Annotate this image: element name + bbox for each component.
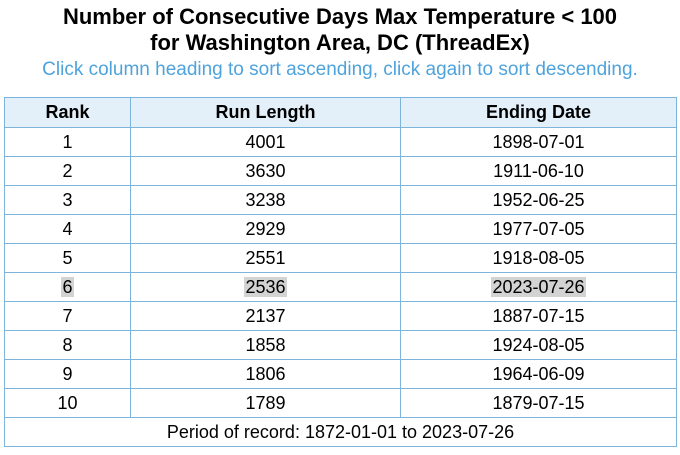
table-row: 5 2551 1918-08-05 <box>4 243 677 273</box>
rank-cell: 3 <box>4 185 131 215</box>
run-length-cell: 4001 <box>130 127 401 157</box>
column-header-run-length[interactable]: Run Length <box>130 97 401 128</box>
period-of-record: Period of record: 1872-01-01 to 2023-07-… <box>4 417 677 447</box>
ending-date-cell: 1887-07-15 <box>400 301 677 331</box>
table-row: 1 4001 1898-07-01 <box>4 127 677 157</box>
ending-date-cell: 1964-06-09 <box>400 359 677 389</box>
column-header-rank[interactable]: Rank <box>4 97 131 128</box>
highlighted-rank: 6 <box>61 277 74 297</box>
table-row: 8 1858 1924-08-05 <box>4 330 677 360</box>
run-length-cell: 2929 <box>130 214 401 244</box>
highlighted-ending-date: 2023-07-26 <box>491 277 586 297</box>
run-length-cell: 2536 <box>130 272 401 302</box>
run-length-cell: 1806 <box>130 359 401 389</box>
run-length-cell: 2551 <box>130 243 401 273</box>
table-row-highlighted: 6 2536 2023-07-26 <box>4 272 677 302</box>
run-length-cell: 1858 <box>130 330 401 360</box>
table-row: 7 2137 1887-07-15 <box>4 301 677 331</box>
ending-date-cell: 2023-07-26 <box>400 272 677 302</box>
run-length-cell: 3630 <box>130 156 401 186</box>
table-header-row: Rank Run Length Ending Date <box>4 97 677 128</box>
run-length-cell: 1789 <box>130 388 401 418</box>
rank-cell: 9 <box>4 359 131 389</box>
ending-date-cell: 1898-07-01 <box>400 127 677 157</box>
rank-cell: 7 <box>4 301 131 331</box>
ending-date-cell: 1918-08-05 <box>400 243 677 273</box>
sort-instructions: Click column heading to sort ascending, … <box>42 59 638 80</box>
ending-date-cell: 1924-08-05 <box>400 330 677 360</box>
ending-date-cell: 1977-07-05 <box>400 214 677 244</box>
ending-date-cell: 1952-06-25 <box>400 185 677 215</box>
page-subtitle: for Washington Area, DC (ThreadEx) <box>150 30 530 55</box>
records-table: Rank Run Length Ending Date 1 4001 1898-… <box>4 97 677 447</box>
run-length-cell: 2137 <box>130 301 401 331</box>
table-row: 2 3630 1911-06-10 <box>4 156 677 186</box>
rank-cell: 4 <box>4 214 131 244</box>
rank-cell: 6 <box>4 272 131 302</box>
highlighted-run-length: 2536 <box>244 277 287 297</box>
rank-cell: 1 <box>4 127 131 157</box>
table-footer-row: Period of record: 1872-01-01 to 2023-07-… <box>4 417 677 447</box>
ending-date-cell: 1911-06-10 <box>400 156 677 186</box>
rank-cell: 8 <box>4 330 131 360</box>
run-length-cell: 3238 <box>130 185 401 215</box>
rank-cell: 2 <box>4 156 131 186</box>
ending-date-cell: 1879-07-15 <box>400 388 677 418</box>
rank-cell: 10 <box>4 388 131 418</box>
table-row: 10 1789 1879-07-15 <box>4 388 677 418</box>
rank-cell: 5 <box>4 243 131 273</box>
table-row: 9 1806 1964-06-09 <box>4 359 677 389</box>
table-row: 3 3238 1952-06-25 <box>4 185 677 215</box>
column-header-ending-date[interactable]: Ending Date <box>400 97 677 128</box>
table-row: 4 2929 1977-07-05 <box>4 214 677 244</box>
page-title: Number of Consecutive Days Max Temperatu… <box>62 4 618 29</box>
